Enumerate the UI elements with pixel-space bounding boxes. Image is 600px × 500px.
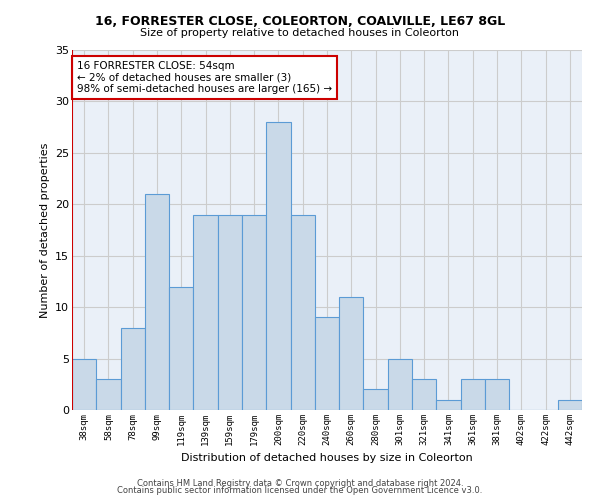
Bar xyxy=(436,400,461,410)
Bar xyxy=(242,214,266,410)
Bar xyxy=(193,214,218,410)
Text: Contains public sector information licensed under the Open Government Licence v3: Contains public sector information licen… xyxy=(118,486,482,495)
Bar xyxy=(290,214,315,410)
Bar xyxy=(461,379,485,410)
Bar xyxy=(218,214,242,410)
Bar xyxy=(266,122,290,410)
Bar xyxy=(96,379,121,410)
Text: Size of property relative to detached houses in Coleorton: Size of property relative to detached ho… xyxy=(140,28,460,38)
Bar xyxy=(388,358,412,410)
Y-axis label: Number of detached properties: Number of detached properties xyxy=(40,142,50,318)
Bar xyxy=(485,379,509,410)
Bar xyxy=(558,400,582,410)
X-axis label: Distribution of detached houses by size in Coleorton: Distribution of detached houses by size … xyxy=(181,454,473,464)
Bar xyxy=(169,286,193,410)
Bar xyxy=(145,194,169,410)
Bar xyxy=(121,328,145,410)
Text: Contains HM Land Registry data © Crown copyright and database right 2024.: Contains HM Land Registry data © Crown c… xyxy=(137,478,463,488)
Bar xyxy=(412,379,436,410)
Text: 16, FORRESTER CLOSE, COLEORTON, COALVILLE, LE67 8GL: 16, FORRESTER CLOSE, COLEORTON, COALVILL… xyxy=(95,15,505,28)
Bar xyxy=(339,297,364,410)
Text: 16 FORRESTER CLOSE: 54sqm
← 2% of detached houses are smaller (3)
98% of semi-de: 16 FORRESTER CLOSE: 54sqm ← 2% of detach… xyxy=(77,61,332,94)
Bar xyxy=(72,358,96,410)
Bar xyxy=(315,318,339,410)
Bar xyxy=(364,390,388,410)
